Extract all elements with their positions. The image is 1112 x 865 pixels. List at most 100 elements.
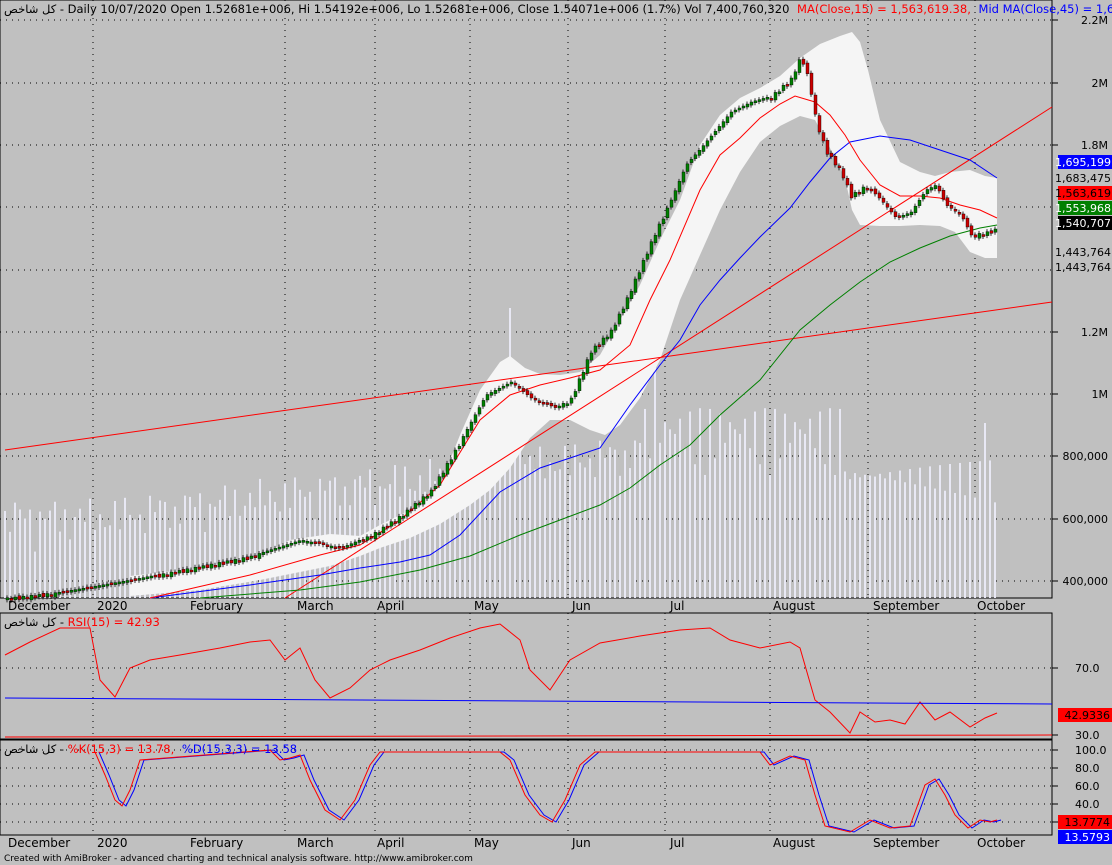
main-header-prefix: کل شاخص - Daily 10/07/2020 Open 1.52681e… [4,2,789,17]
candle [721,121,726,128]
volume-bar [694,464,696,598]
volume-bar [769,474,771,598]
month-label: 2020 [97,599,128,613]
candle [593,345,598,353]
candle [817,115,822,133]
value-box-label: 1,563,619 [1055,187,1111,200]
volume-bar [254,507,256,598]
volume-bar [514,411,516,598]
volume-bar [474,424,476,598]
ma45-line [149,135,998,599]
candle [613,324,618,331]
rsi-pane-frame [0,612,1053,740]
candle [881,197,886,203]
candle [637,272,642,280]
candle [233,559,238,564]
candle [5,597,10,601]
main-header: کل شاخص - Daily 10/07/2020 Open 1.52681e… [4,2,1112,17]
volume-bar [854,473,856,598]
value-box-bg [1058,216,1112,230]
candle [949,205,954,209]
candle [833,156,838,166]
candle [449,459,454,465]
candle [93,585,98,589]
candle [493,390,498,394]
candle [29,595,34,601]
month-label: May [474,599,499,613]
stoch-d-value: 13.5793 [1065,831,1111,844]
candle [341,546,346,549]
volume-bar [659,442,661,598]
volume-bar [439,468,441,598]
candle [745,103,750,108]
volume-bar [699,408,701,598]
candle [185,568,190,573]
candle [657,223,662,237]
stoch-k-value: 13.7774 [1065,816,1111,829]
volume-bar [894,480,896,598]
volume-bar [54,501,56,598]
candle [57,592,62,595]
candle [513,382,518,386]
volume-bar [704,474,706,598]
volume-bar [29,509,31,598]
volume-bar [489,412,491,598]
stoch-k-line [94,749,998,833]
candle [17,595,22,600]
candle [541,401,546,405]
candle [989,230,994,234]
candle [273,548,278,551]
volume-bar [284,483,286,598]
volume-bar [764,408,766,598]
volume-bar [94,529,96,598]
volume-bar [59,531,61,598]
y-tick-label: 80.0 [1075,762,1100,775]
candle [701,145,706,152]
volume-bar [714,458,716,598]
value-box-label: 1,540,707 [1055,217,1111,230]
candle [773,92,778,101]
candle [173,571,178,575]
volume-bar [784,413,786,598]
candle [333,546,338,549]
candle [821,132,826,142]
value-box-bg [1058,186,1112,200]
volume-bar [639,442,641,598]
candle [337,546,342,549]
candle [929,187,934,191]
volume-bar [64,509,66,598]
footer-credit: Created with AmiBroker - advanced charti… [4,854,473,864]
volume-bar [534,469,536,598]
candle [629,291,634,299]
candle [261,551,266,555]
volume-bar [234,489,236,598]
ma-long-line [199,224,998,599]
volume-bar [829,408,831,598]
candle [141,577,146,580]
volume-bar [949,464,951,598]
volume-bar [724,442,726,598]
month-label: August [773,599,815,613]
candle [245,556,250,561]
volume-bar [49,510,51,598]
candle [429,489,434,497]
volume-bar [709,408,711,598]
volume-bar [559,469,561,598]
candle [361,539,366,542]
candle [757,99,762,102]
candle [485,394,490,401]
candle [225,560,230,564]
volume-bar [114,500,116,598]
candle [537,400,542,403]
volume-bar [139,514,141,598]
stoch-d-legend: %D(15,3,3) = 13.58 [182,742,297,756]
volume-bar [44,518,46,598]
candle [373,532,378,540]
candle [661,218,666,224]
volume-bar [994,502,996,598]
candle [529,393,534,399]
volume-bar [539,446,541,598]
candle [801,58,806,65]
volume-bar [424,491,426,598]
candle [525,390,530,396]
